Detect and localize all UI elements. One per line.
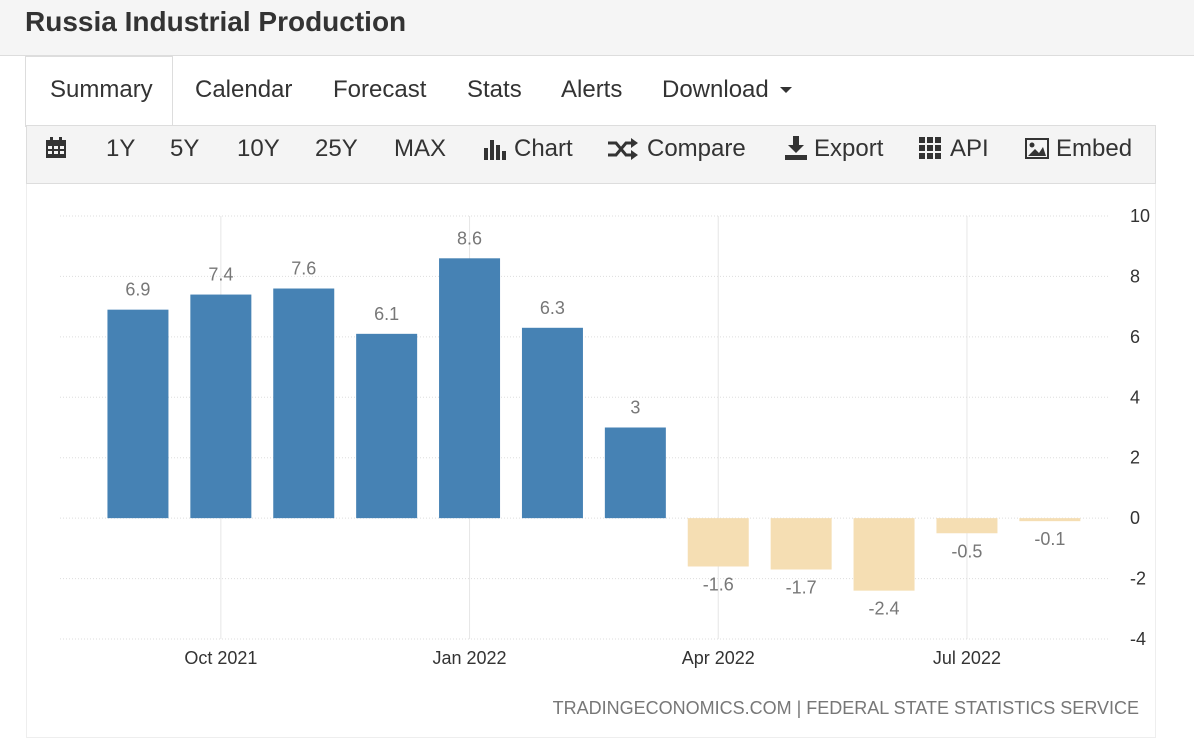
bar bbox=[604, 427, 666, 519]
value-label: 6.9 bbox=[125, 280, 150, 300]
calendar-icon[interactable] bbox=[45, 137, 67, 159]
bar bbox=[1019, 518, 1081, 522]
page-title: Russia Industrial Production bbox=[25, 6, 407, 37]
x-tick-label: Jan 2022 bbox=[433, 648, 507, 668]
y-tick-label: 6 bbox=[1130, 327, 1140, 347]
tab[interactable]: Calendar bbox=[195, 76, 293, 103]
tab[interactable]: Download bbox=[662, 76, 769, 103]
export-icon bbox=[785, 136, 807, 160]
tab[interactable]: Alerts bbox=[561, 76, 623, 103]
export-button[interactable]: Export bbox=[814, 135, 884, 162]
bar bbox=[190, 294, 252, 519]
range-button[interactable]: 5Y bbox=[170, 135, 200, 162]
bar bbox=[439, 258, 501, 519]
value-label: -0.5 bbox=[951, 541, 982, 561]
tab[interactable]: Stats bbox=[467, 76, 522, 103]
value-label: 6.1 bbox=[374, 304, 399, 324]
tab[interactable]: Forecast bbox=[333, 76, 427, 103]
y-tick-label: 8 bbox=[1130, 266, 1140, 286]
toolbar bbox=[26, 125, 1156, 184]
y-tick-label: -2 bbox=[1130, 569, 1146, 589]
api-button[interactable]: API bbox=[950, 135, 989, 162]
api-icon bbox=[919, 137, 941, 159]
range-button[interactable]: 10Y bbox=[237, 135, 280, 162]
x-tick-label: Apr 2022 bbox=[682, 648, 755, 668]
value-label: 7.4 bbox=[208, 265, 233, 285]
chart-icon bbox=[484, 140, 506, 160]
y-tick-label: 0 bbox=[1130, 508, 1140, 528]
value-label: -1.7 bbox=[786, 578, 817, 598]
active-tab-box bbox=[25, 56, 173, 127]
range-button[interactable]: MAX bbox=[394, 135, 447, 162]
bar bbox=[687, 518, 749, 567]
source: TRADINGECONOMICS.COM | FEDERAL STATE STA… bbox=[553, 698, 1139, 718]
chart-button[interactable]: Chart bbox=[514, 135, 573, 162]
value-label: -0.1 bbox=[1034, 529, 1065, 549]
bar bbox=[853, 518, 915, 591]
value-label: 7.6 bbox=[291, 259, 316, 279]
bar bbox=[273, 288, 335, 519]
range-button[interactable]: 1Y bbox=[106, 135, 136, 162]
compare-button[interactable]: Compare bbox=[647, 135, 746, 162]
value-label: -2.4 bbox=[869, 599, 900, 619]
bar bbox=[521, 327, 583, 519]
y-tick-label: 2 bbox=[1130, 448, 1140, 468]
embed-button[interactable]: Embed bbox=[1056, 135, 1133, 162]
compare-icon bbox=[608, 138, 638, 160]
chart-container bbox=[26, 184, 1156, 738]
dropdown-caret bbox=[780, 87, 792, 93]
embed-icon bbox=[1025, 138, 1049, 159]
x-tick-label: Oct 2021 bbox=[184, 648, 257, 668]
value-label: 6.3 bbox=[540, 298, 565, 318]
x-tick-label: Jul 2022 bbox=[933, 648, 1001, 668]
tab[interactable]: Summary bbox=[50, 76, 153, 103]
bar bbox=[770, 518, 832, 570]
value-label: 3 bbox=[630, 398, 640, 418]
bar bbox=[936, 518, 998, 534]
bar bbox=[356, 333, 418, 519]
range-button[interactable]: 25Y bbox=[315, 135, 358, 162]
y-tick-label: 10 bbox=[1130, 206, 1150, 226]
y-tick-label: -4 bbox=[1130, 629, 1146, 649]
header: Russia Industrial Production bbox=[0, 0, 1194, 56]
value-label: 8.6 bbox=[457, 228, 482, 248]
y-tick-label: 4 bbox=[1130, 387, 1140, 407]
value-label: -1.6 bbox=[703, 574, 734, 594]
bar bbox=[107, 309, 169, 519]
